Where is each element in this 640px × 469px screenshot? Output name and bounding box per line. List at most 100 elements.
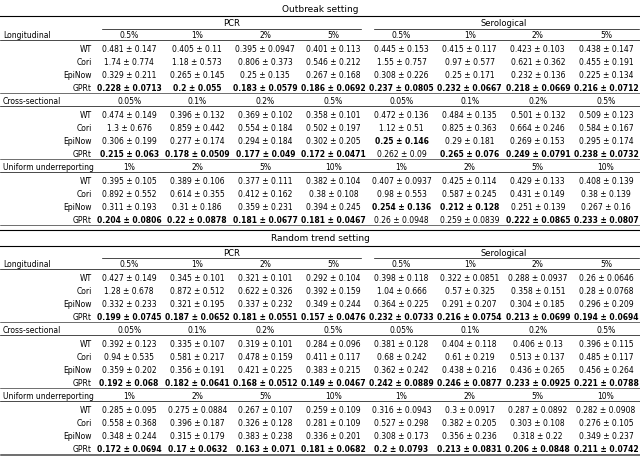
Text: 0.265 ± 0.076: 0.265 ± 0.076 [440, 150, 499, 159]
Text: 1.04 ± 0.666: 1.04 ± 0.666 [376, 287, 426, 296]
Text: 0.872 ± 0.512: 0.872 ± 0.512 [170, 287, 225, 296]
Text: 0.621 ± 0.362: 0.621 ± 0.362 [511, 58, 565, 67]
Text: 0.304 ± 0.185: 0.304 ± 0.185 [511, 300, 565, 309]
Text: 1.28 ± 0.678: 1.28 ± 0.678 [104, 287, 154, 296]
Text: 0.311 ± 0.193: 0.311 ± 0.193 [102, 203, 156, 212]
Text: 0.182 ± 0.0641: 0.182 ± 0.0641 [165, 379, 230, 388]
Text: 5%: 5% [532, 392, 544, 401]
Text: 0.181 ± 0.0677: 0.181 ± 0.0677 [233, 215, 298, 225]
Text: 10%: 10% [325, 392, 342, 401]
Text: 0.149 ± 0.0467: 0.149 ± 0.0467 [301, 379, 365, 388]
Text: 0.2%: 0.2% [528, 97, 547, 106]
Text: 0.213 ± 0.0699: 0.213 ± 0.0699 [506, 313, 570, 322]
Text: 0.5%: 0.5% [324, 97, 343, 106]
Text: Uniform underreporting: Uniform underreporting [3, 392, 94, 401]
Text: GPRt: GPRt [73, 83, 92, 92]
Text: 0.1%: 0.1% [188, 97, 207, 106]
Text: 2%: 2% [191, 392, 203, 401]
Text: 0.335 ± 0.107: 0.335 ± 0.107 [170, 340, 225, 349]
Text: 0.527 ± 0.298: 0.527 ± 0.298 [374, 419, 429, 428]
Text: 0.281 ± 0.109: 0.281 ± 0.109 [307, 419, 360, 428]
Text: 0.259 ± 0.109: 0.259 ± 0.109 [306, 406, 361, 415]
Text: 0.232 ± 0.0733: 0.232 ± 0.0733 [369, 313, 434, 322]
Text: 0.277 ± 0.174: 0.277 ± 0.174 [170, 136, 225, 145]
Text: 0.303 ± 0.108: 0.303 ± 0.108 [511, 419, 565, 428]
Text: 0.308 ± 0.173: 0.308 ± 0.173 [374, 432, 429, 441]
Text: 0.294 ± 0.184: 0.294 ± 0.184 [238, 136, 292, 145]
Text: 0.806 ± 0.373: 0.806 ± 0.373 [238, 58, 292, 67]
Text: 0.3 ± 0.0917: 0.3 ± 0.0917 [445, 406, 495, 415]
Text: 0.296 ± 0.209: 0.296 ± 0.209 [579, 300, 633, 309]
Text: 0.381 ± 0.128: 0.381 ± 0.128 [374, 340, 429, 349]
Text: 0.332 ± 0.233: 0.332 ± 0.233 [102, 300, 156, 309]
Text: 0.406 ± 0.13: 0.406 ± 0.13 [513, 340, 563, 349]
Text: 5%: 5% [259, 162, 271, 172]
Text: 10%: 10% [598, 392, 614, 401]
Text: 0.825 ± 0.363: 0.825 ± 0.363 [442, 123, 497, 133]
Text: 0.163 ± 0.071: 0.163 ± 0.071 [236, 445, 295, 454]
Text: 0.2 ± 0.055: 0.2 ± 0.055 [173, 83, 221, 92]
Text: 0.436 ± 0.265: 0.436 ± 0.265 [511, 366, 565, 375]
Text: 0.249 ± 0.0791: 0.249 ± 0.0791 [506, 150, 570, 159]
Text: 0.26 ± 0.0646: 0.26 ± 0.0646 [579, 274, 634, 283]
Text: EpiNow: EpiNow [63, 300, 92, 309]
Text: 0.275 ± 0.0884: 0.275 ± 0.0884 [168, 406, 227, 415]
Text: 0.97 ± 0.577: 0.97 ± 0.577 [445, 58, 495, 67]
Text: 0.383 ± 0.215: 0.383 ± 0.215 [306, 366, 361, 375]
Text: 0.291 ± 0.207: 0.291 ± 0.207 [442, 300, 497, 309]
Text: 0.172 ± 0.0471: 0.172 ± 0.0471 [301, 150, 366, 159]
Text: 0.194 ± 0.0694: 0.194 ± 0.0694 [573, 313, 638, 322]
Text: 0.05%: 0.05% [117, 97, 141, 106]
Text: WT: WT [80, 340, 92, 349]
Text: 0.232 ± 0.136: 0.232 ± 0.136 [511, 70, 565, 80]
Text: PCR: PCR [223, 19, 240, 28]
Text: 0.349 ± 0.244: 0.349 ± 0.244 [306, 300, 361, 309]
Text: 0.29 ± 0.181: 0.29 ± 0.181 [445, 136, 495, 145]
Text: 0.429 ± 0.133: 0.429 ± 0.133 [511, 176, 565, 186]
Text: 0.17 ± 0.0632: 0.17 ± 0.0632 [168, 445, 227, 454]
Text: Cori: Cori [77, 58, 92, 67]
Text: 0.1%: 0.1% [188, 326, 207, 335]
Text: 0.25 ± 0.135: 0.25 ± 0.135 [241, 70, 290, 80]
Text: 0.186 ± 0.0692: 0.186 ± 0.0692 [301, 83, 365, 92]
Text: 0.181 ± 0.0682: 0.181 ± 0.0682 [301, 445, 366, 454]
Text: 0.326 ± 0.128: 0.326 ± 0.128 [238, 419, 292, 428]
Text: 5%: 5% [328, 260, 339, 269]
Text: Outbreak setting: Outbreak setting [282, 5, 358, 14]
Text: 0.2 ± 0.0793: 0.2 ± 0.0793 [374, 445, 429, 454]
Text: 0.501 ± 0.132: 0.501 ± 0.132 [511, 111, 565, 120]
Text: EpiNow: EpiNow [63, 70, 92, 80]
Text: 0.427 ± 0.149: 0.427 ± 0.149 [102, 274, 156, 283]
Text: 1.74 ± 0.774: 1.74 ± 0.774 [104, 58, 154, 67]
Text: PCR: PCR [223, 249, 240, 257]
Text: GPRt: GPRt [73, 313, 92, 322]
Text: EpiNow: EpiNow [63, 203, 92, 212]
Text: 0.345 ± 0.101: 0.345 ± 0.101 [170, 274, 225, 283]
Text: 0.168 ± 0.0512: 0.168 ± 0.0512 [233, 379, 298, 388]
Text: Cori: Cori [77, 189, 92, 198]
Text: 0.455 ± 0.191: 0.455 ± 0.191 [579, 58, 633, 67]
Text: 0.438 ± 0.216: 0.438 ± 0.216 [442, 366, 497, 375]
Text: 5%: 5% [328, 30, 339, 39]
Text: 5%: 5% [532, 162, 544, 172]
Text: 0.2%: 0.2% [256, 326, 275, 335]
Text: 0.484 ± 0.135: 0.484 ± 0.135 [442, 111, 497, 120]
Text: Cross-sectional: Cross-sectional [3, 326, 61, 335]
Text: EpiNow: EpiNow [63, 366, 92, 375]
Text: 0.584 ± 0.167: 0.584 ± 0.167 [579, 123, 633, 133]
Text: 0.513 ± 0.137: 0.513 ± 0.137 [511, 353, 565, 362]
Text: 0.348 ± 0.244: 0.348 ± 0.244 [102, 432, 156, 441]
Text: 0.349 ± 0.237: 0.349 ± 0.237 [579, 432, 634, 441]
Text: GPRt: GPRt [73, 150, 92, 159]
Text: 0.502 ± 0.197: 0.502 ± 0.197 [306, 123, 361, 133]
Text: 0.265 ± 0.145: 0.265 ± 0.145 [170, 70, 225, 80]
Text: 0.892 ± 0.552: 0.892 ± 0.552 [102, 189, 156, 198]
Text: 0.396 ± 0.187: 0.396 ± 0.187 [170, 419, 225, 428]
Text: 1%: 1% [123, 162, 135, 172]
Text: WT: WT [80, 111, 92, 120]
Text: 0.2%: 0.2% [528, 326, 547, 335]
Text: 2%: 2% [191, 162, 203, 172]
Text: 0.359 ± 0.231: 0.359 ± 0.231 [238, 203, 292, 212]
Text: Cori: Cori [77, 123, 92, 133]
Text: 0.31 ± 0.186: 0.31 ± 0.186 [172, 203, 222, 212]
